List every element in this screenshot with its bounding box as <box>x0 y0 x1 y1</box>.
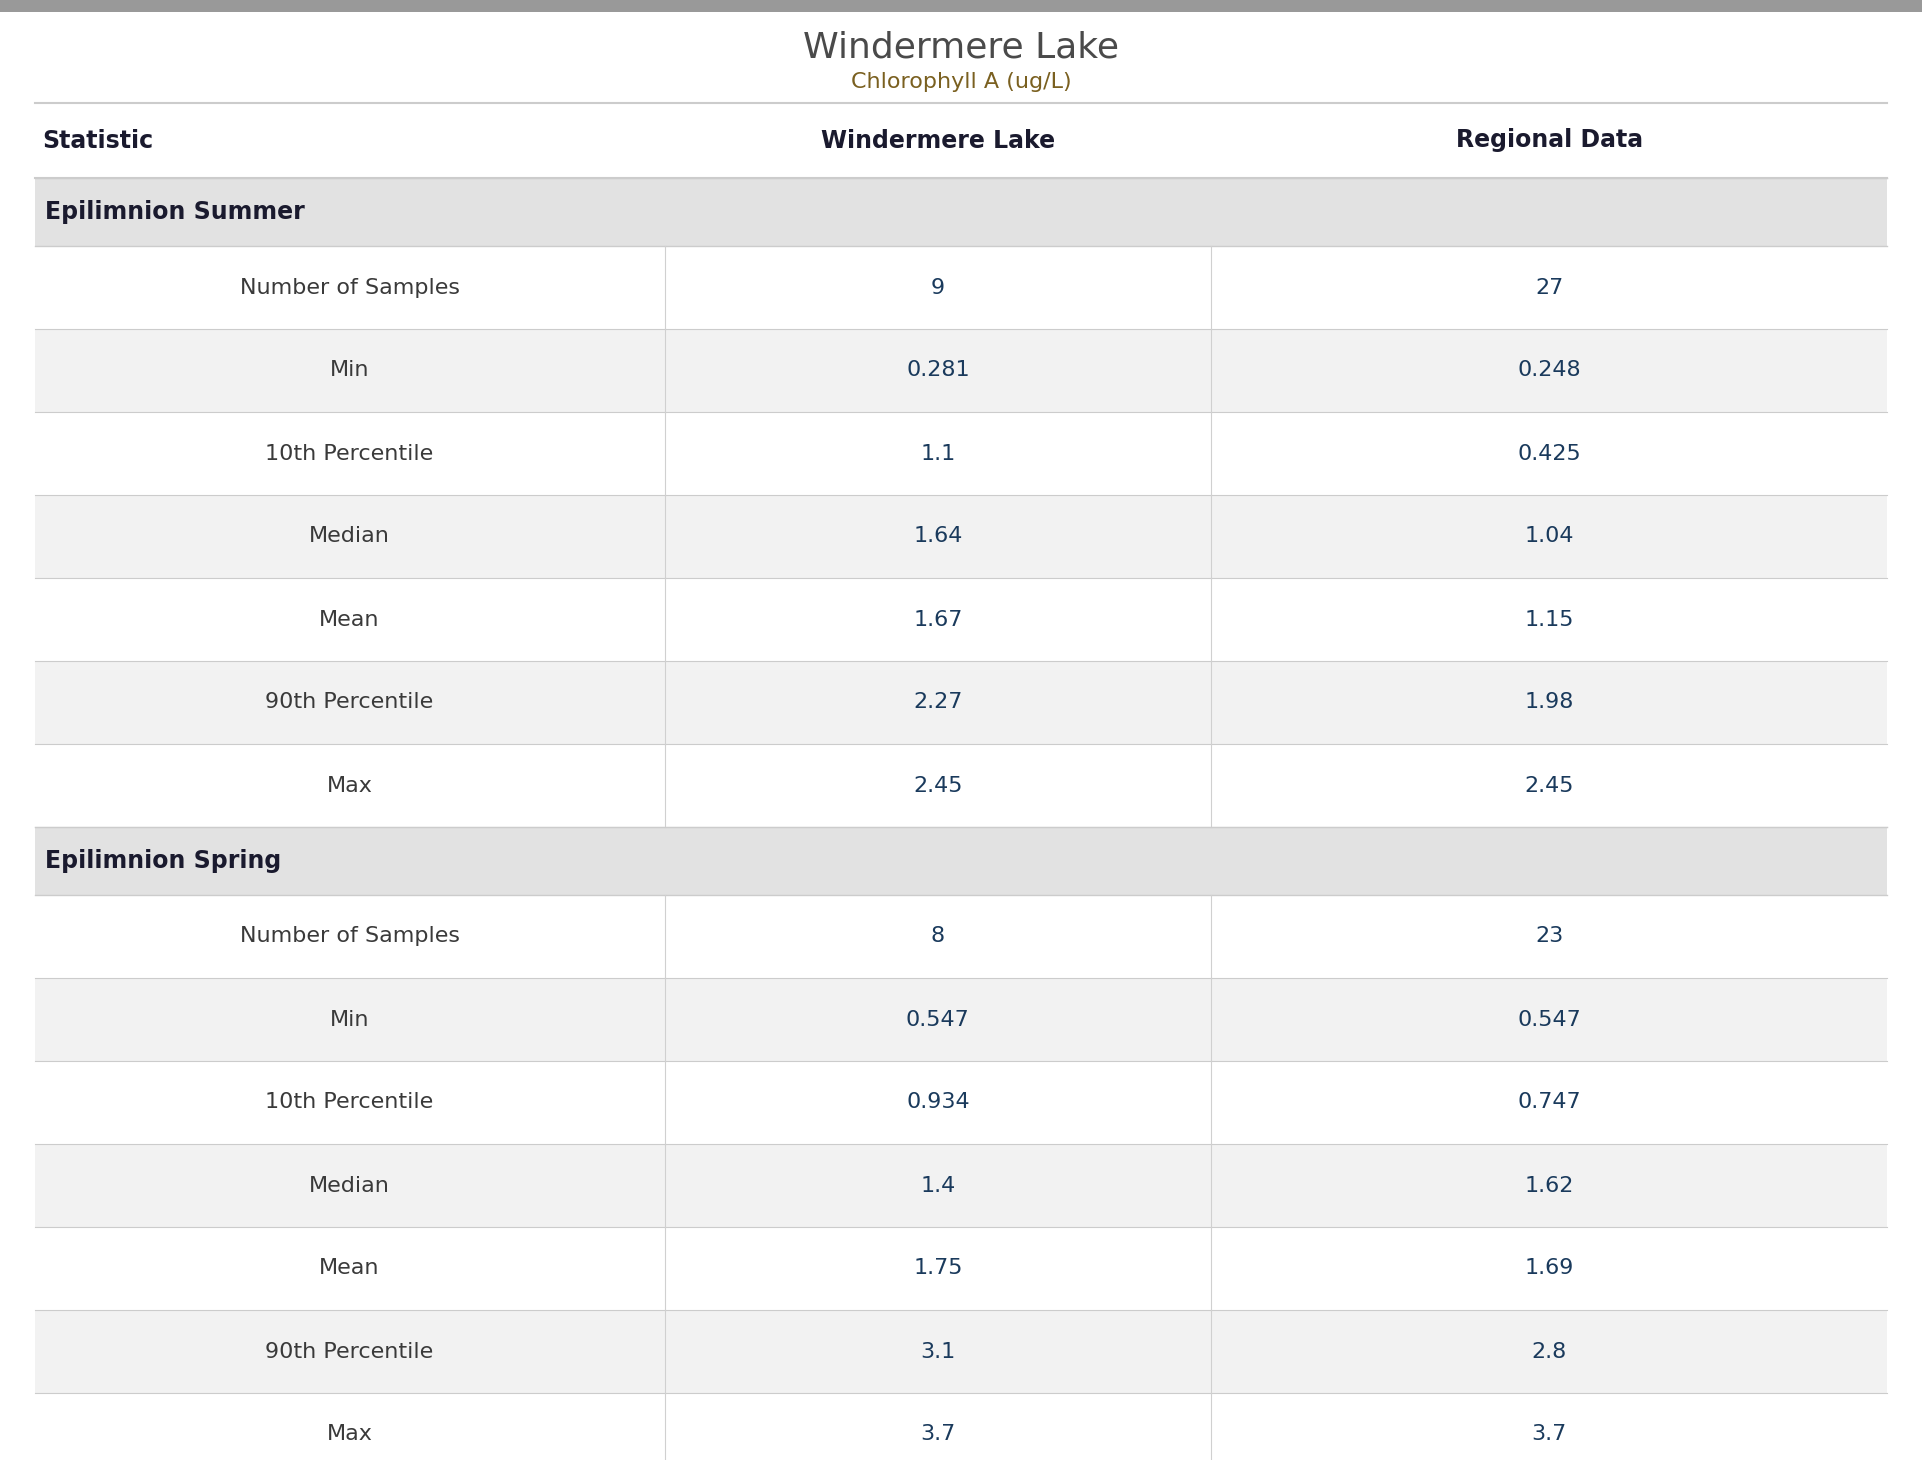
Bar <box>35 578 1887 661</box>
Bar <box>35 1310 1887 1393</box>
Bar <box>35 978 1887 1061</box>
Text: 27: 27 <box>1536 277 1563 298</box>
Text: Median: Median <box>309 527 390 546</box>
Text: Max: Max <box>327 1425 373 1444</box>
Text: 3.7: 3.7 <box>921 1425 955 1444</box>
Text: Median: Median <box>309 1175 390 1196</box>
Text: 0.547: 0.547 <box>905 1009 971 1029</box>
Text: Min: Min <box>331 361 369 381</box>
Text: Windermere Lake: Windermere Lake <box>803 31 1119 66</box>
Bar <box>35 495 1887 578</box>
Text: Statistic: Statistic <box>42 128 154 152</box>
Bar <box>35 1226 1887 1310</box>
Text: Mean: Mean <box>319 609 381 629</box>
Text: Min: Min <box>331 1009 369 1029</box>
Text: 3.7: 3.7 <box>1532 1425 1566 1444</box>
Text: Epilimnion Summer: Epilimnion Summer <box>44 200 304 223</box>
Text: Number of Samples: Number of Samples <box>240 277 459 298</box>
Bar <box>35 104 1887 178</box>
Text: 8: 8 <box>930 927 946 946</box>
Text: 1.04: 1.04 <box>1524 527 1574 546</box>
Text: 1.4: 1.4 <box>921 1175 955 1196</box>
Text: 10th Percentile: 10th Percentile <box>265 444 434 463</box>
Text: 1.69: 1.69 <box>1524 1259 1574 1279</box>
Bar <box>35 245 1887 328</box>
Text: Number of Samples: Number of Samples <box>240 927 459 946</box>
Text: 1.1: 1.1 <box>921 444 955 463</box>
Text: 0.934: 0.934 <box>905 1092 971 1113</box>
Bar <box>35 745 1887 826</box>
Text: Chlorophyll A (ug/L): Chlorophyll A (ug/L) <box>851 72 1071 92</box>
Text: 2.45: 2.45 <box>1524 775 1574 796</box>
Text: 1.67: 1.67 <box>913 609 963 629</box>
Text: 10th Percentile: 10th Percentile <box>265 1092 434 1113</box>
Text: 90th Percentile: 90th Percentile <box>265 692 434 712</box>
Bar <box>35 328 1887 412</box>
Bar <box>35 1061 1887 1145</box>
Text: 2.8: 2.8 <box>1532 1342 1566 1362</box>
Text: Epilimnion Spring: Epilimnion Spring <box>44 850 281 873</box>
Text: 1.75: 1.75 <box>913 1259 963 1279</box>
Bar <box>35 1393 1887 1460</box>
Text: 0.425: 0.425 <box>1516 444 1582 463</box>
Bar <box>35 412 1887 495</box>
Text: 9: 9 <box>930 277 946 298</box>
Bar <box>35 895 1887 978</box>
Text: Mean: Mean <box>319 1259 381 1279</box>
Text: Windermere Lake: Windermere Lake <box>821 128 1055 152</box>
Text: 0.747: 0.747 <box>1518 1092 1582 1113</box>
Text: 23: 23 <box>1536 927 1563 946</box>
Text: Regional Data: Regional Data <box>1455 128 1643 152</box>
Text: 2.27: 2.27 <box>913 692 963 712</box>
Bar <box>35 178 1887 245</box>
Text: 0.248: 0.248 <box>1518 361 1582 381</box>
Text: 1.15: 1.15 <box>1524 609 1574 629</box>
Text: 1.64: 1.64 <box>913 527 963 546</box>
Bar <box>35 1145 1887 1226</box>
Text: Max: Max <box>327 775 373 796</box>
Text: 2.45: 2.45 <box>913 775 963 796</box>
Text: 3.1: 3.1 <box>921 1342 955 1362</box>
Text: 0.547: 0.547 <box>1516 1009 1582 1029</box>
Bar <box>35 826 1887 895</box>
Text: 0.281: 0.281 <box>905 361 971 381</box>
Text: 1.62: 1.62 <box>1524 1175 1574 1196</box>
Text: 1.98: 1.98 <box>1524 692 1574 712</box>
Bar <box>0 0 1922 12</box>
Text: 90th Percentile: 90th Percentile <box>265 1342 434 1362</box>
Bar <box>35 661 1887 745</box>
